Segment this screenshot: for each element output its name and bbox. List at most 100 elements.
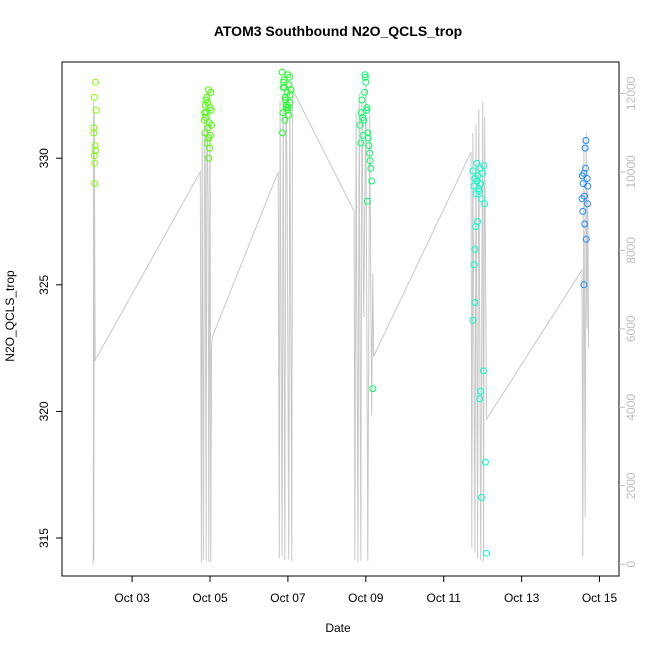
x-tick-label: Oct 09 xyxy=(348,591,384,605)
data-point xyxy=(363,104,371,112)
data-point xyxy=(480,367,487,375)
data-point xyxy=(91,180,99,187)
x-axis: Oct 03 Oct 05 Oct 07 Oct 09 Oct 11 Oct 13 Oct … xyxy=(114,576,618,605)
y-axis-left: 315 320 325 330 xyxy=(37,148,62,548)
y2-tick-label: 10000 xyxy=(624,155,638,189)
x-tick-label: Oct 11 xyxy=(426,591,461,605)
y2-tick-label: 6000 xyxy=(624,315,638,342)
data-point xyxy=(286,73,293,81)
data-point xyxy=(91,159,99,167)
data-point xyxy=(92,106,100,114)
data-point xyxy=(582,235,590,243)
data-point xyxy=(478,494,485,501)
data-point xyxy=(284,104,292,112)
y-axis-right: 0 2000 4000 6000 8000 10000 12000 xyxy=(619,76,638,568)
data-point xyxy=(204,99,212,106)
data-point xyxy=(281,116,289,124)
data-point xyxy=(359,114,367,122)
data-point xyxy=(90,152,98,160)
data-point xyxy=(92,147,99,155)
data-point xyxy=(471,245,479,253)
data-point xyxy=(473,159,481,167)
data-point xyxy=(280,76,288,84)
data-point xyxy=(480,162,488,170)
data-point xyxy=(90,93,98,101)
data-point xyxy=(363,197,371,205)
y2-tick-label: 12000 xyxy=(624,76,638,110)
data-point xyxy=(583,200,591,208)
y-axis-label: N2O_QCLS_trop xyxy=(3,270,17,362)
data-point xyxy=(580,192,588,200)
data-point xyxy=(469,316,477,324)
y2-tick-label: 0 xyxy=(624,561,638,568)
data-point xyxy=(578,172,586,180)
data-point xyxy=(285,111,293,119)
data-point xyxy=(91,142,99,150)
n2o-points xyxy=(90,68,592,557)
data-point xyxy=(470,261,478,269)
data-point xyxy=(469,167,477,175)
data-point xyxy=(363,106,371,114)
x-tick-label: Oct 15 xyxy=(582,591,618,605)
x-tick-label: Oct 05 xyxy=(192,591,228,605)
y2-tick-label: 4000 xyxy=(624,394,638,421)
data-point xyxy=(356,121,364,129)
data-point xyxy=(90,124,98,132)
data-point xyxy=(357,139,365,147)
data-point xyxy=(361,88,369,96)
data-point xyxy=(287,86,295,94)
x-tick-label: Oct 07 xyxy=(270,591,306,605)
data-point xyxy=(579,207,587,215)
data-point xyxy=(92,78,99,86)
y-tick-label: 315 xyxy=(37,528,51,548)
data-point xyxy=(582,164,589,172)
data-point xyxy=(286,91,294,99)
data-point xyxy=(205,86,212,94)
data-point xyxy=(477,387,485,395)
data-point xyxy=(476,395,484,403)
data-point xyxy=(481,200,489,208)
data-point xyxy=(279,129,286,137)
plot-frame xyxy=(61,61,620,577)
data-point xyxy=(365,142,373,150)
data-point xyxy=(362,78,370,86)
y-tick-label: 330 xyxy=(37,148,51,168)
data-point xyxy=(584,182,592,190)
data-point xyxy=(481,458,489,466)
x-axis-label: Date xyxy=(325,621,351,635)
altitude-line xyxy=(92,81,590,565)
data-point xyxy=(473,177,481,185)
data-point xyxy=(366,149,374,157)
data-point xyxy=(201,109,209,117)
data-point xyxy=(479,169,487,177)
data-point xyxy=(580,281,588,289)
data-point xyxy=(361,73,369,81)
chart-title: ATOM3 Southbound N2O_QCLS_trop xyxy=(214,23,462,39)
data-point xyxy=(368,177,376,185)
data-point xyxy=(582,137,590,144)
data-point xyxy=(202,114,210,122)
data-point xyxy=(206,131,214,139)
data-point xyxy=(364,134,372,142)
y2-tick-label: 2000 xyxy=(624,472,638,499)
y2-tick-label: 8000 xyxy=(624,237,638,264)
y-tick-label: 320 xyxy=(37,401,51,421)
data-point xyxy=(581,144,589,152)
data-point xyxy=(361,71,369,79)
data-point xyxy=(471,299,479,306)
data-point xyxy=(367,164,375,172)
data-point xyxy=(366,157,374,165)
x-tick-label: Oct 03 xyxy=(114,591,150,605)
data-point xyxy=(206,144,214,152)
x-tick-label: Oct 13 xyxy=(504,591,540,605)
data-point xyxy=(483,549,491,557)
data-point xyxy=(208,121,216,129)
data-point xyxy=(205,154,213,162)
data-point xyxy=(207,106,215,114)
data-point xyxy=(475,187,483,195)
data-point xyxy=(364,129,372,137)
data-point xyxy=(369,385,377,393)
data-point xyxy=(358,96,366,104)
